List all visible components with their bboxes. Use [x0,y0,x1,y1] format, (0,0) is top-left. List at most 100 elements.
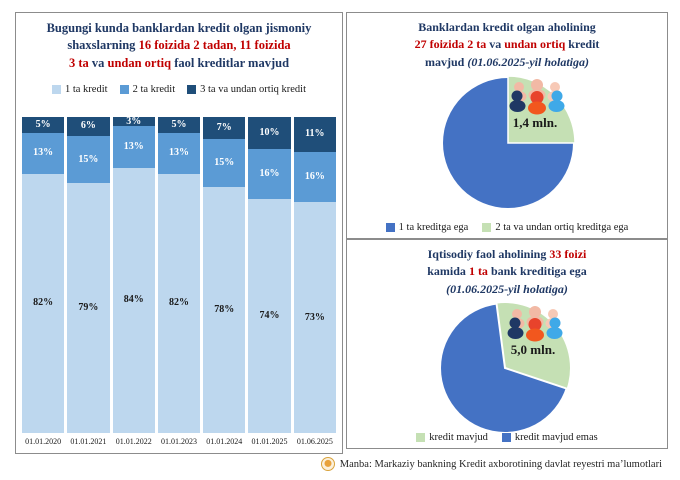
bar-segment: 74% [248,199,291,433]
bar-segment-label: 13% [33,147,54,159]
legend-swatch-green [482,223,492,232]
bar-segment: 73% [293,202,336,433]
pie1-title-line-1: Banklardan kredit olgan aholining [353,19,661,36]
x-axis-label: 01.06.2025 [296,437,333,446]
title-text-segment: shaxslarning [67,38,139,53]
bar-segment: 13% [22,132,65,174]
pie2-center-label: 5,0 mln. [511,342,555,357]
bar-segment: 6% [67,117,110,136]
title-text-segment: Bugungi kunda banklardan kredit olgan ji… [46,21,312,35]
pie-panel-active-population: Iqtisodiy faol aholining 33 foizi kamida… [346,239,668,449]
bar-segment-label: 15% [214,156,235,168]
legend-item-3plus-credit: 3 ta va undan ortiq kredit [187,84,306,95]
title-text-segment: 3 ta [68,55,89,70]
bar-segment-label: 73% [304,311,325,323]
legend-swatch-dark-blue [187,84,197,94]
legend-swatch-blue [501,433,511,442]
source-footer: Manba: Markaziy bankning Kredit axboroti… [0,457,680,471]
title-text-segment: (01.06.2025-yil holatiga) [446,281,568,296]
bar-segment-label: 6% [80,120,96,132]
legend-item-2-credit: 2 ta kredit [119,83,176,95]
title-text-segment: Iqtisodiy faol aholining [427,247,550,261]
pie2-title-line-3: (01.06.2025-yil holatiga) [353,281,661,298]
bar-segment: 15% [67,135,110,184]
bar-segment: 84% [112,167,155,433]
title-text-segment: 16 foizida 2 tadan, 11 foizida [138,38,291,53]
bar-01.01.2023: 5% 13% 82% [157,117,201,433]
legend-item-no-credit: kredit mavjud emas [501,432,598,443]
bar-chart-bars: 5% 13% 82% 6% 15% 79% 3% 13% 84% 5% 13% 82% 7% 15% 78%… [22,115,336,433]
bar-segment-label: 7% [216,122,232,134]
legend-swatch-blue [385,223,395,232]
x-axis-label: 01.01.2024 [206,437,243,446]
legend-label: 1 ta kredit [64,83,108,95]
bar-segment: 79% [67,183,110,433]
bar-segment-label: 5% [171,118,187,130]
bar-01.01.2020: 5% 13% 82% [22,117,65,433]
title-text-segment: Banklardan kredit olgan aholining [418,20,596,34]
title-text-segment: kamida [427,264,469,279]
bar-segment: 7% [203,117,246,140]
legend-label: 2 ta kredit [132,83,176,95]
bar-segment-label: 13% [168,147,189,159]
bar-segment: 15% [203,139,246,187]
bar-segment: 16% [293,151,336,203]
pie1-title-line-3: mavjud (01.06.2025-yil holatiga) [353,54,661,71]
bar-chart-title-line-3: 3 ta va undan ortiq faol kreditlar mavju… [22,55,336,72]
bar-segment-label: 5% [35,118,51,130]
title-text-segment: (01.06.2025-yil holatiga) [467,54,589,69]
pie2-legend: kredit mavjud kredit mavjud emas [347,432,667,443]
title-text-segment: undan ortiq [107,55,172,70]
legend-label: 2 ta va undan ortiq kreditga ega [495,222,629,233]
bar-01.06.2025: 11% 16% 73% [293,117,336,433]
pie2-title-line-1: Iqtisodiy faol aholining 33 foizi [353,246,661,263]
bar-chart-title-line-1: Bugungi kunda banklardan kredit olgan ji… [22,20,336,37]
pie-panel-bank-credit: Banklardan kredit olgan aholining 27 foi… [346,12,668,239]
bar-segment: 13% [157,132,201,174]
title-text-segment: 1 ta [468,264,488,279]
bar-segment: 10% [248,117,291,149]
legend-item-two-plus-credit: 2 ta va undan ortiq kreditga ega [482,222,628,233]
legend-label: kredit mavjud [429,432,488,443]
bar-segment-label: 10% [259,126,280,138]
bar-chart-panel: Bugungi kunda banklardan kredit olgan ji… [15,12,343,454]
title-text-segment: faol kreditlar mavjud [171,55,290,70]
title-text-segment: 27 foizida 2 ta [414,37,487,52]
bar-segment-label: 16% [304,171,325,183]
bar-segment: 5% [157,117,201,133]
x-axis-label: 01.01.2023 [160,437,197,446]
bar-segment-label: 82% [33,297,54,309]
bar-segment-label: 3% [126,115,142,127]
bar-segment-label: 15% [78,153,99,165]
title-text-segment: undan ortiq [504,37,566,52]
central-bank-logo-icon [320,457,335,471]
bar-segment-label: 78% [214,303,235,315]
title-text-segment: 33 foizi [549,247,587,261]
legend-label: 3 ta va undan ortiq kredit [200,83,306,95]
people-group-icon [507,306,563,342]
pie1-center-label: 1,4 mln. [513,115,557,130]
bar-segment-label: 84% [123,294,144,306]
legend-label: kredit mavjud emas [514,432,598,443]
legend-item-one-credit: 1 ta kreditga ega [385,222,468,233]
pie2-title: Iqtisodiy faol aholining 33 foizi kamida… [353,246,661,298]
bar-segment-label: 16% [259,167,280,179]
legend-item-1-credit: 1 ta kredit [51,83,108,95]
bar-segment: 78% [203,186,246,433]
x-axis-label: 01.01.2020 [25,437,62,446]
people-group-icon [509,79,565,115]
title-text-segment: mavjud [424,54,468,69]
bar-segment: 3% [112,115,155,127]
legend-swatch-mid-blue [119,84,129,94]
x-axis-label: 01.01.2025 [251,437,288,446]
pie1-title: Banklardan kredit olgan aholining 27 foi… [353,19,661,71]
title-text-segment: va [486,37,505,52]
title-text-segment: bank kreditiga ega [487,264,587,279]
bar-01.01.2024: 7% 15% 78% [203,117,246,433]
bar-segment: 82% [22,173,65,433]
bar-segment: 13% [112,126,155,168]
bar-segment-label: 82% [168,297,189,309]
x-axis-label: 01.01.2022 [115,437,152,446]
pie2-title-line-2: kamida 1 ta bank kreditiga ega [353,263,661,280]
bar-01.01.2022: 3% 13% 84% [112,115,155,433]
